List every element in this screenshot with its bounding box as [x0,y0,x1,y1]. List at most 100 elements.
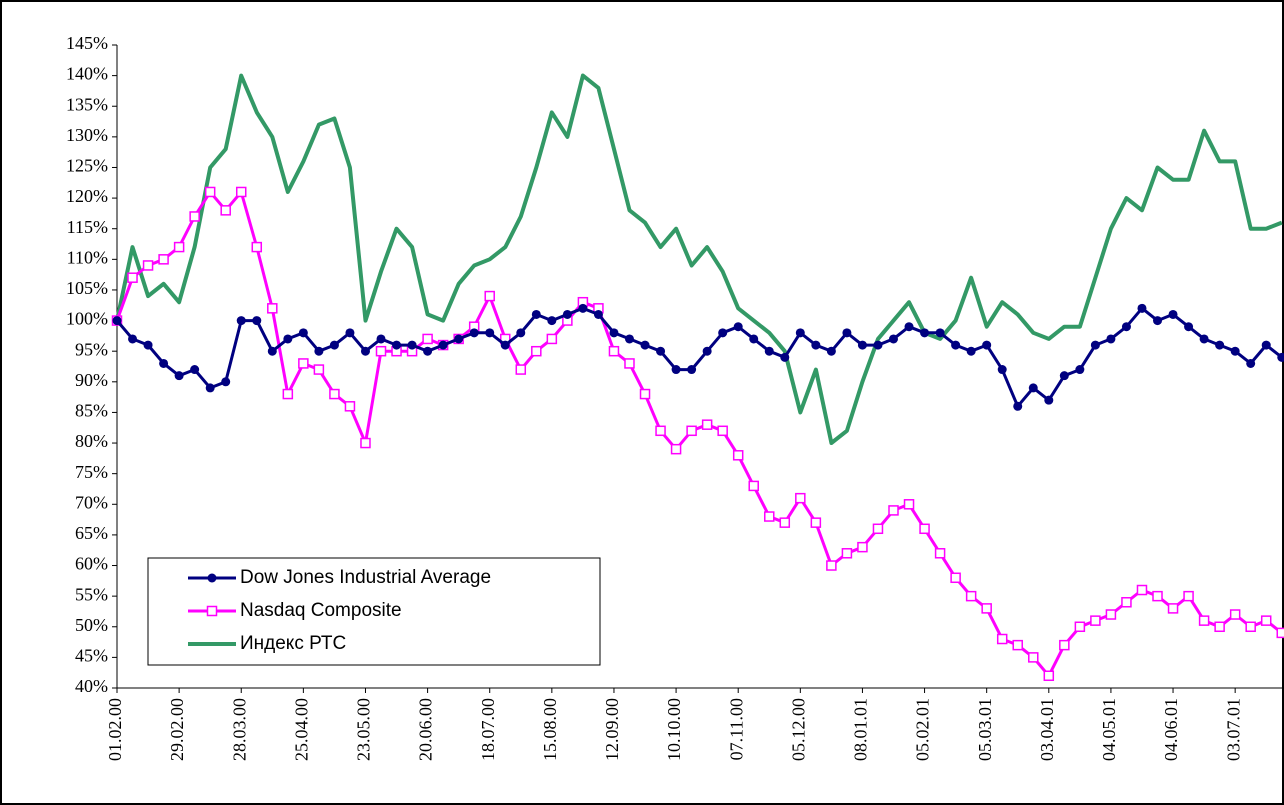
marker [996,633,1008,645]
marker [345,328,355,338]
marker [686,425,697,437]
marker [392,340,402,350]
marker [935,328,945,338]
marker [547,316,557,326]
y-tick-label: 75% [75,462,108,482]
y-tick-label: 45% [75,646,108,666]
marker [951,340,961,350]
marker [764,511,775,522]
marker [1230,346,1240,356]
marker [1121,597,1132,608]
marker [655,425,666,437]
marker [1277,352,1284,362]
marker [780,352,790,362]
marker [1121,322,1131,332]
marker [687,365,697,375]
marker [1229,609,1241,620]
marker [454,334,464,344]
marker [313,364,325,375]
marker [1260,615,1272,626]
marker [1199,334,1209,344]
y-tick-label: 110% [67,247,108,267]
y-tick-label: 85% [75,401,108,421]
marker [934,548,946,559]
marker [283,334,293,344]
marker [1090,340,1100,350]
marker [1106,334,1116,344]
marker [624,334,634,344]
marker [1245,621,1256,633]
x-tick-label: 25.04.00 [291,698,311,761]
marker [857,541,868,553]
marker [841,548,853,559]
marker [671,365,681,375]
x-tick-label: 10.10.00 [664,698,684,761]
marker [1044,395,1054,405]
marker [1012,639,1023,651]
marker [422,333,433,345]
marker [531,345,542,357]
marker [732,450,744,461]
x-tick-label: 12.09.00 [602,698,622,761]
marker [142,260,154,271]
marker [1043,670,1055,682]
marker [639,388,651,400]
marker [158,254,169,265]
marker [189,211,200,222]
marker [764,346,774,356]
marker [578,303,588,313]
marker [608,345,620,357]
series-line [115,73,1283,445]
x-tick-label: 04.06.01 [1161,698,1181,761]
marker [593,309,603,319]
marker [873,340,883,350]
marker [546,333,558,345]
marker [702,346,712,356]
marker [485,328,495,338]
marker [749,334,759,344]
marker [1276,627,1284,639]
marker [1246,358,1256,368]
marker [562,309,572,319]
marker [1261,340,1271,350]
marker [965,590,977,602]
marker [267,303,278,314]
y-tick-label: 80% [75,431,108,451]
x-tick-label: 07.11.00 [726,698,746,760]
x-tick-label: 15.08.00 [540,698,560,761]
x-tick-label: 03.04.01 [1037,698,1057,761]
marker [500,340,510,350]
marker [159,358,169,368]
marker [842,328,852,338]
marker [779,517,791,528]
x-tick-label: 23.05.00 [354,698,374,761]
marker [221,377,231,387]
marker [128,334,138,344]
marker [298,328,308,338]
marker [1137,303,1147,313]
marker [1090,615,1101,626]
marker [1028,652,1039,663]
marker [1153,316,1163,326]
marker [826,560,837,571]
legend-marker [207,573,217,583]
marker [889,334,898,344]
marker [717,425,728,437]
marker [407,340,417,350]
marker [624,358,635,369]
series-line [115,306,1283,408]
marker [376,334,386,344]
marker [360,346,370,356]
marker [531,309,541,319]
marker [423,346,433,356]
marker [733,322,743,332]
y-tick-label: 55% [75,584,108,604]
marker [205,383,215,393]
x-tick-label: 05.02.01 [913,698,933,761]
marker [1028,383,1038,393]
marker [314,346,324,356]
marker [375,345,387,357]
marker [982,340,992,350]
x-tick-label: 08.01.01 [851,698,871,761]
